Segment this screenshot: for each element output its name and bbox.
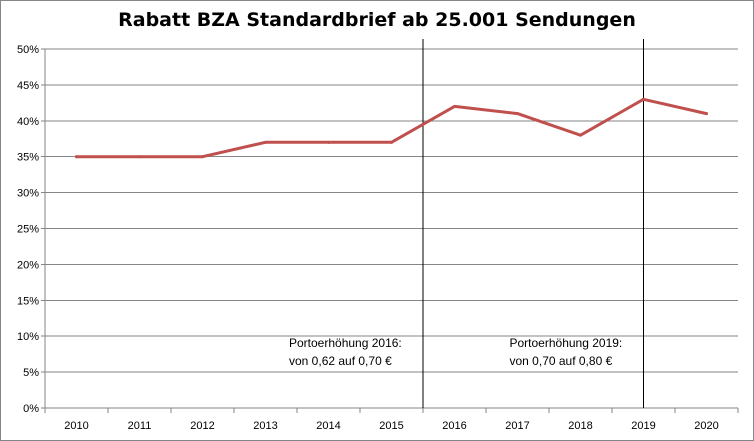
- y-tick-label: 35%: [17, 152, 39, 164]
- y-tick-label: 40%: [17, 116, 39, 128]
- data-point: [390, 140, 393, 144]
- x-tick-label: 2020: [694, 420, 718, 432]
- data-point: [705, 112, 708, 116]
- y-tick-label: 5%: [23, 367, 39, 379]
- x-tick-label: 2015: [379, 420, 403, 432]
- x-tick-label: 2010: [64, 420, 88, 432]
- data-point: [327, 140, 330, 144]
- x-tick-label: 2018: [568, 420, 592, 432]
- x-tick-label: 2019: [631, 420, 655, 432]
- data-point: [264, 140, 267, 144]
- event-annotation: von 0,70 auf 0,80 €: [510, 354, 613, 368]
- x-tick-label: 2014: [316, 420, 340, 432]
- x-tick-label: 2016: [442, 420, 466, 432]
- data-point: [516, 112, 519, 116]
- event-annotation: von 0,62 auf 0,70 €: [289, 354, 392, 368]
- x-tick-label: 2012: [190, 420, 214, 432]
- data-point: [138, 155, 141, 159]
- y-tick-label: 20%: [17, 259, 39, 271]
- data-point: [201, 155, 204, 159]
- x-tick-label: 2017: [505, 420, 529, 432]
- event-annotation: Portoerhöhung 2016:: [289, 336, 402, 350]
- data-point: [642, 97, 645, 101]
- y-tick-label: 10%: [17, 331, 39, 343]
- y-tick-label: 45%: [17, 80, 39, 92]
- chart-title: Rabatt BZA Standardbrief ab 25.001 Sendu…: [118, 9, 636, 31]
- event-annotation: Portoerhöhung 2019:: [510, 336, 623, 350]
- x-tick-label: 2011: [128, 420, 152, 432]
- y-tick-label: 15%: [17, 295, 39, 307]
- data-point: [579, 133, 582, 137]
- data-point: [453, 104, 456, 108]
- series-line: [75, 97, 708, 159]
- y-tick-label: 25%: [17, 224, 39, 236]
- y-tick-label: 50%: [17, 44, 39, 56]
- y-tick-label: 0%: [23, 403, 39, 415]
- data-point: [75, 155, 78, 159]
- y-tick-label: 30%: [17, 188, 39, 200]
- x-tick-label: 2013: [253, 420, 277, 432]
